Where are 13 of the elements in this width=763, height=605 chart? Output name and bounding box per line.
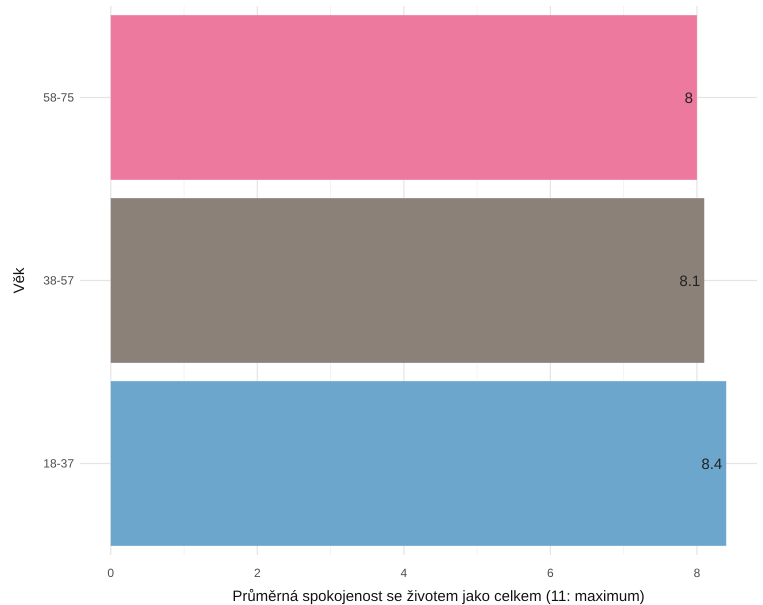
x-tick-label: 8 <box>694 566 701 580</box>
y-tick-label: 58-75 <box>43 90 74 105</box>
data-label: 8.4 <box>701 456 722 473</box>
x-tick-label: 4 <box>400 566 408 580</box>
x-axis-title: Průměrná spokojenost se životem jako celkem (11: maximum) <box>232 588 645 605</box>
y-tick-label: 18-37 <box>43 456 74 471</box>
data-label: 8.1 <box>679 272 700 290</box>
x-tick-label: 2 <box>254 566 261 580</box>
y-tick-label: 38-57 <box>43 274 74 288</box>
x-tick-label: 6 <box>547 566 554 580</box>
data-label: 8 <box>684 90 693 107</box>
y-axis-title: Věk <box>11 267 28 294</box>
x-tick-label: 0 <box>107 566 114 580</box>
